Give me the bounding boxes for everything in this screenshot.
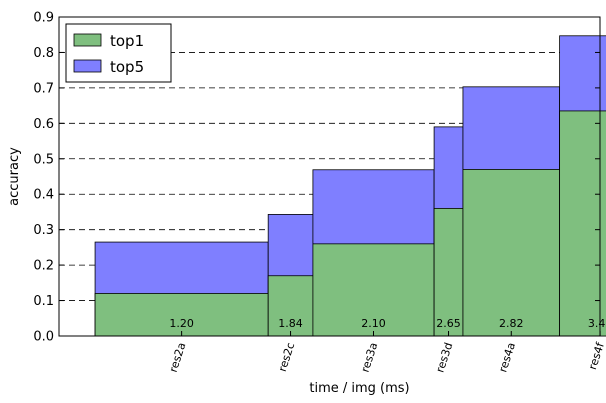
- legend-swatch-top5: [73, 59, 102, 73]
- time-label-res4a: 2.82: [499, 317, 524, 330]
- y-tick-label: 0.2: [33, 259, 54, 274]
- x-tick-label-res4f: res4f: [586, 340, 606, 371]
- plot-frame: [58, 16, 601, 337]
- y-tick-label: 0.8: [33, 46, 54, 61]
- time-label-res3d: 2.65: [436, 317, 461, 330]
- y-tick-label: 0.6: [33, 117, 54, 132]
- time-label-res3a: 2.10: [361, 317, 386, 330]
- x-tick-label-res3d: res3d: [434, 341, 456, 374]
- y-tick-label: 0.3: [33, 223, 54, 238]
- legend-label-top1: top1: [110, 32, 144, 50]
- bar-top1-res2c: [267, 275, 314, 337]
- x-axis-ticks: res2a res2c res3a res3d res4a res4f: [167, 331, 606, 374]
- x-tick-label-res4a: res4a: [496, 341, 518, 374]
- y-tick-label: 0.9: [33, 11, 54, 26]
- y-tick-label: 0.0: [33, 330, 54, 345]
- bar-top1-res4f: [559, 110, 606, 337]
- time-label-res4f: 3.42: [588, 317, 606, 330]
- y-tick-label: 0.4: [33, 188, 54, 203]
- x-axis-label: time / img (ms): [309, 381, 409, 396]
- time-label-res2a: 1.20: [169, 317, 194, 330]
- legend-swatch-top1: [73, 33, 102, 47]
- x-tick-label-res2a: res2a: [167, 341, 189, 374]
- y-tick-label: 0.1: [33, 294, 54, 309]
- bars-top1: [94, 110, 606, 337]
- y-axis-ticks: 0.0 0.1 0.2 0.3 0.4 0.5 0.6 0.7 0.8 0.9: [33, 11, 600, 345]
- x-tick-label-res3a: res3a: [359, 341, 381, 374]
- bar-top1-res4a: [462, 169, 561, 337]
- bar-top1-res3a: [312, 243, 435, 337]
- x-tick-label-res2c: res2c: [276, 341, 298, 373]
- time-label-res2c: 1.84: [278, 317, 303, 330]
- bar-top1-res3d: [433, 207, 464, 337]
- y-axis-label: accuracy: [7, 147, 22, 206]
- y-tick-label: 0.5: [33, 152, 54, 167]
- legend-label-top5: top5: [110, 58, 144, 76]
- y-tick-label: 0.7: [33, 81, 54, 96]
- time-labels: 1.20 1.84 2.10 2.65 2.82 3.42: [169, 317, 606, 330]
- legend: top1 top5: [65, 23, 172, 83]
